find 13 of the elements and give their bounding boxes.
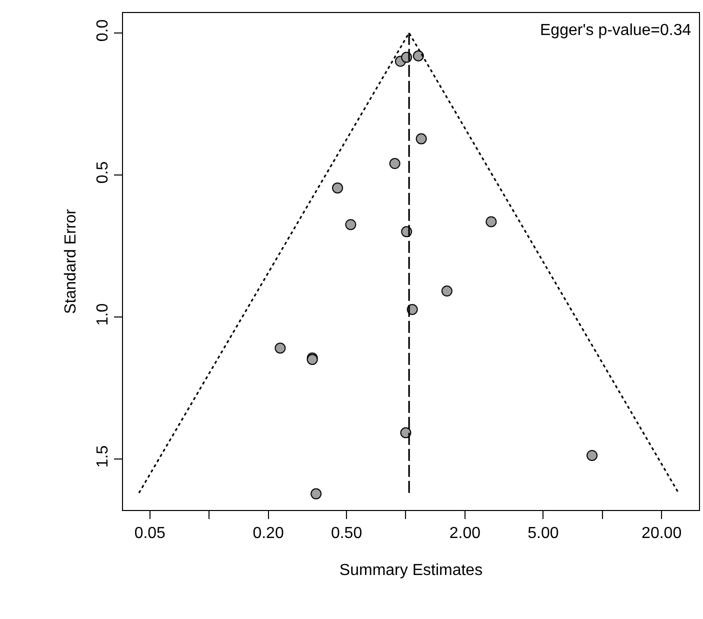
x-tick-label: 0.50 (330, 525, 362, 542)
y-tick-label: 0.0 (94, 19, 112, 42)
x-tick-label: 0.20 (252, 525, 284, 542)
x-tick-label: 20.00 (642, 525, 682, 542)
y-tick-label: 1.0 (94, 303, 112, 326)
x-tick-label: 2.00 (449, 525, 481, 542)
annotation: Egger's p-value=0.34 (540, 22, 692, 39)
x-tick-label: 0.05 (134, 525, 166, 542)
y-axis-title: Standard Error (62, 208, 80, 314)
y-tick-label: 1.5 (94, 445, 112, 468)
y-tick-label: 0.5 (94, 161, 112, 184)
x-axis-title: Summary Estimates (339, 562, 483, 579)
x-tick-label: 5.00 (528, 525, 559, 542)
